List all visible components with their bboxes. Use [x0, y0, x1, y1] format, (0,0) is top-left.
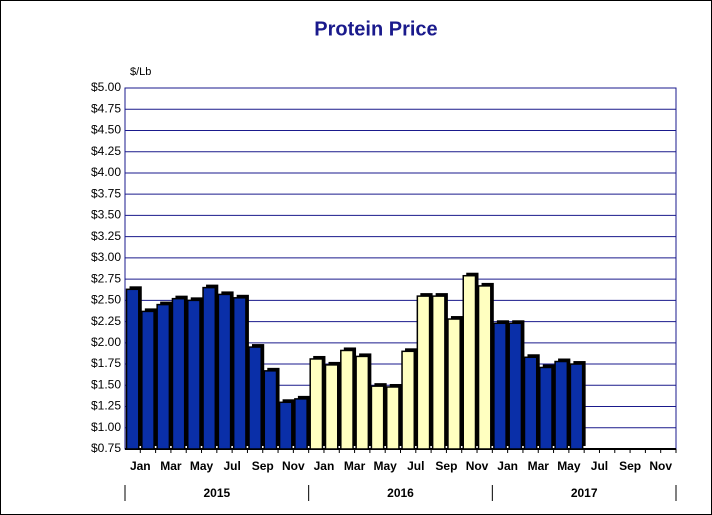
- y-tick-label: $4.50: [91, 123, 121, 137]
- group-label: 2016: [387, 486, 414, 500]
- y-tick-label: $4.00: [91, 165, 121, 179]
- y-tick-label: $5.00: [91, 80, 121, 94]
- x-tick-label: Mar: [160, 459, 182, 473]
- x-tick-label: Nov: [649, 459, 672, 473]
- y-tick-label: $4.75: [91, 101, 121, 115]
- bar: [569, 363, 584, 450]
- y-tick-label: $2.75: [91, 271, 121, 285]
- bar: [294, 398, 308, 450]
- y-tick-label: $0.75: [91, 441, 121, 455]
- bar: [477, 285, 492, 450]
- x-tick-label: Jan: [497, 459, 518, 473]
- bar: [554, 360, 569, 450]
- bar: [431, 295, 446, 450]
- y-tick-label: $1.00: [91, 420, 121, 434]
- bar: [416, 295, 431, 450]
- bar: [125, 288, 140, 450]
- bar: [523, 356, 538, 450]
- bar: [401, 350, 416, 450]
- x-tick-label: Sep: [619, 459, 641, 473]
- y-tick-label: $2.25: [91, 314, 121, 328]
- bar: [447, 318, 461, 450]
- y-tick-label: $2.50: [91, 293, 121, 307]
- bar: [539, 366, 553, 450]
- chart-title: Protein Price: [314, 18, 437, 40]
- bar: [340, 349, 354, 450]
- bar: [248, 346, 262, 450]
- y-tick-label: $2.00: [91, 335, 121, 349]
- group-label: 2017: [571, 486, 598, 500]
- group-label: 2015: [203, 486, 230, 500]
- x-tick-label: May: [190, 459, 214, 473]
- x-tick-label: Sep: [252, 459, 274, 473]
- y-axis-label: $/Lb: [130, 66, 151, 78]
- x-tick-label: Jul: [223, 459, 240, 473]
- x-tick-label: May: [557, 459, 581, 473]
- x-tick-label: Sep: [435, 459, 457, 473]
- y-tick-label: $3.75: [91, 186, 121, 200]
- bar: [309, 358, 324, 450]
- y-tick-label: $3.50: [91, 208, 121, 222]
- y-tick-label: $1.25: [91, 399, 121, 413]
- bar: [187, 299, 201, 450]
- bar: [493, 322, 507, 450]
- bar: [355, 355, 370, 450]
- bar: [232, 297, 247, 450]
- bar: [202, 286, 217, 450]
- y-tick-label: $3.00: [91, 250, 121, 264]
- bar: [370, 385, 385, 450]
- y-tick-label: $1.75: [91, 356, 121, 370]
- bar: [508, 322, 523, 450]
- bar: [217, 293, 232, 450]
- x-tick-label: Jul: [407, 459, 424, 473]
- x-tick-label: May: [374, 459, 398, 473]
- x-tick-label: Nov: [466, 459, 489, 473]
- y-tick-label: $1.50: [91, 377, 121, 391]
- y-tick-label: $4.25: [91, 144, 121, 158]
- bar: [385, 386, 400, 450]
- bar: [156, 303, 171, 450]
- x-tick-label: Nov: [282, 459, 305, 473]
- bar: [141, 310, 155, 450]
- bar: [278, 401, 293, 450]
- x-tick-label: Mar: [528, 459, 550, 473]
- x-tick-label: Jul: [591, 459, 608, 473]
- bar: [462, 274, 477, 450]
- y-tick-label: $3.25: [91, 229, 121, 243]
- x-tick-label: Mar: [344, 459, 366, 473]
- x-tick-label: Jan: [130, 459, 151, 473]
- bar: [263, 370, 278, 450]
- bar: [171, 297, 186, 450]
- bar: [324, 364, 339, 450]
- x-tick-label: Jan: [314, 459, 335, 473]
